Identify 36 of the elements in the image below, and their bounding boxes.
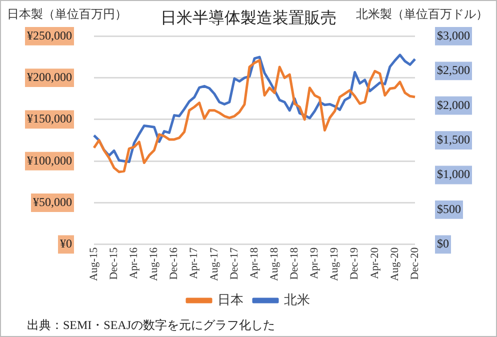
x-tick-label: Dec-16 — [168, 246, 180, 280]
x-tick-label: Aug-16 — [148, 246, 160, 281]
y2-tick-label: $2,500 — [437, 63, 470, 78]
y-tick-label: ¥250,000 — [27, 28, 72, 42]
y2-axis-title: 北米製（単位百万ドル） — [356, 7, 488, 22]
x-tick-label: Dec-17 — [228, 246, 240, 280]
x-tick-label: Apr-18 — [248, 246, 260, 279]
x-tick-label: Aug-19 — [328, 246, 341, 281]
x-tick-label: Aug-15 — [88, 246, 100, 281]
y-tick-label: ¥50,000 — [33, 194, 72, 209]
x-tick-label: Dec-15 — [108, 246, 120, 280]
source-note: 出典：SEMI・SEAJの数字を元にグラフ化した — [27, 317, 276, 334]
x-tick-label: Aug-18 — [268, 246, 280, 281]
y-tick-label: ¥150,000 — [27, 112, 72, 126]
x-tick-label: Dec-20 — [408, 246, 421, 280]
x-tick-label: Aug-17 — [208, 246, 220, 281]
y2-tick-label: $1,500 — [437, 132, 470, 146]
x-tick-label: Dec-18 — [288, 246, 301, 280]
x-tick-label: Apr-19 — [308, 246, 321, 279]
y2-tick-label: $1,000 — [437, 167, 470, 182]
x-tick-label: Apr-17 — [188, 246, 200, 279]
x-tick-label: Dec-19 — [348, 246, 361, 280]
legend-label: 日本 — [218, 292, 244, 307]
y2-tick-label: $0 — [437, 236, 449, 251]
y-tick-label: ¥100,000 — [27, 153, 72, 168]
x-tick-label: Apr-20 — [368, 246, 381, 279]
y-tick-label: ¥0 — [60, 236, 72, 251]
y-tick-label: ¥200,000 — [27, 70, 72, 84]
x-tick-label: Apr-16 — [128, 246, 140, 279]
chart-title: 日米半導体製造装置販売 — [160, 8, 336, 27]
y-axis-title: 日本製（単位百万円） — [7, 7, 127, 22]
legend-label: 北米 — [284, 292, 310, 307]
y2-tick-label: $2,000 — [437, 98, 470, 112]
y2-tick-label: $3,000 — [437, 28, 470, 42]
y2-tick-label: $500 — [437, 202, 461, 216]
x-tick-label: Aug-20 — [388, 246, 401, 281]
